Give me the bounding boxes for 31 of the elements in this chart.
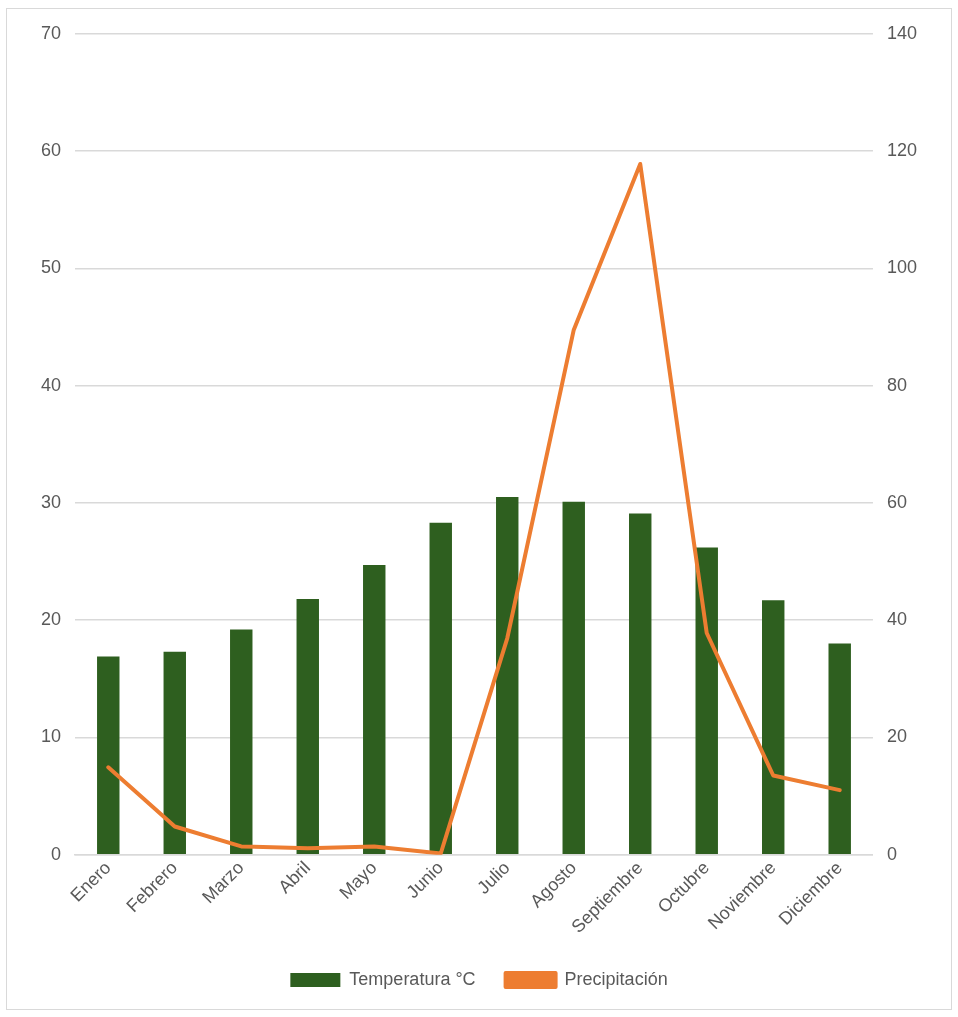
bar xyxy=(296,599,319,854)
bar xyxy=(363,565,386,854)
y2-tick-label: 140 xyxy=(886,22,918,43)
bar xyxy=(429,522,452,854)
y2-tick-label: 40 xyxy=(886,609,907,630)
y2-tick-label: 20 xyxy=(886,726,907,747)
bar xyxy=(97,656,120,854)
bar xyxy=(163,651,186,854)
y-tick-label: 60 xyxy=(40,140,62,161)
y-tick-label: 70 xyxy=(40,22,62,43)
bar xyxy=(695,547,718,854)
bar xyxy=(762,600,785,854)
y2-tick-label: 0 xyxy=(886,843,897,864)
y-tick-label: 50 xyxy=(40,257,62,278)
y2-tick-label: 120 xyxy=(886,140,918,161)
y2-tick-label: 80 xyxy=(886,374,907,395)
y2-tick-label: 100 xyxy=(886,257,918,278)
bar xyxy=(629,513,652,854)
bar xyxy=(562,501,585,854)
y-tick-label: 10 xyxy=(40,726,62,747)
x-tick-label: Julio xyxy=(473,857,514,898)
legend-label: Temperatura °C xyxy=(349,968,476,989)
bar xyxy=(828,643,851,854)
y2-tick-label: 60 xyxy=(886,491,907,512)
y-tick-label: 40 xyxy=(40,374,62,395)
bar xyxy=(496,496,519,854)
legend-label: Precipitación xyxy=(564,968,668,989)
y-tick-label: 30 xyxy=(40,491,62,512)
y-tick-label: 0 xyxy=(51,843,62,864)
bar xyxy=(230,629,253,854)
y-tick-label: 20 xyxy=(40,609,62,630)
